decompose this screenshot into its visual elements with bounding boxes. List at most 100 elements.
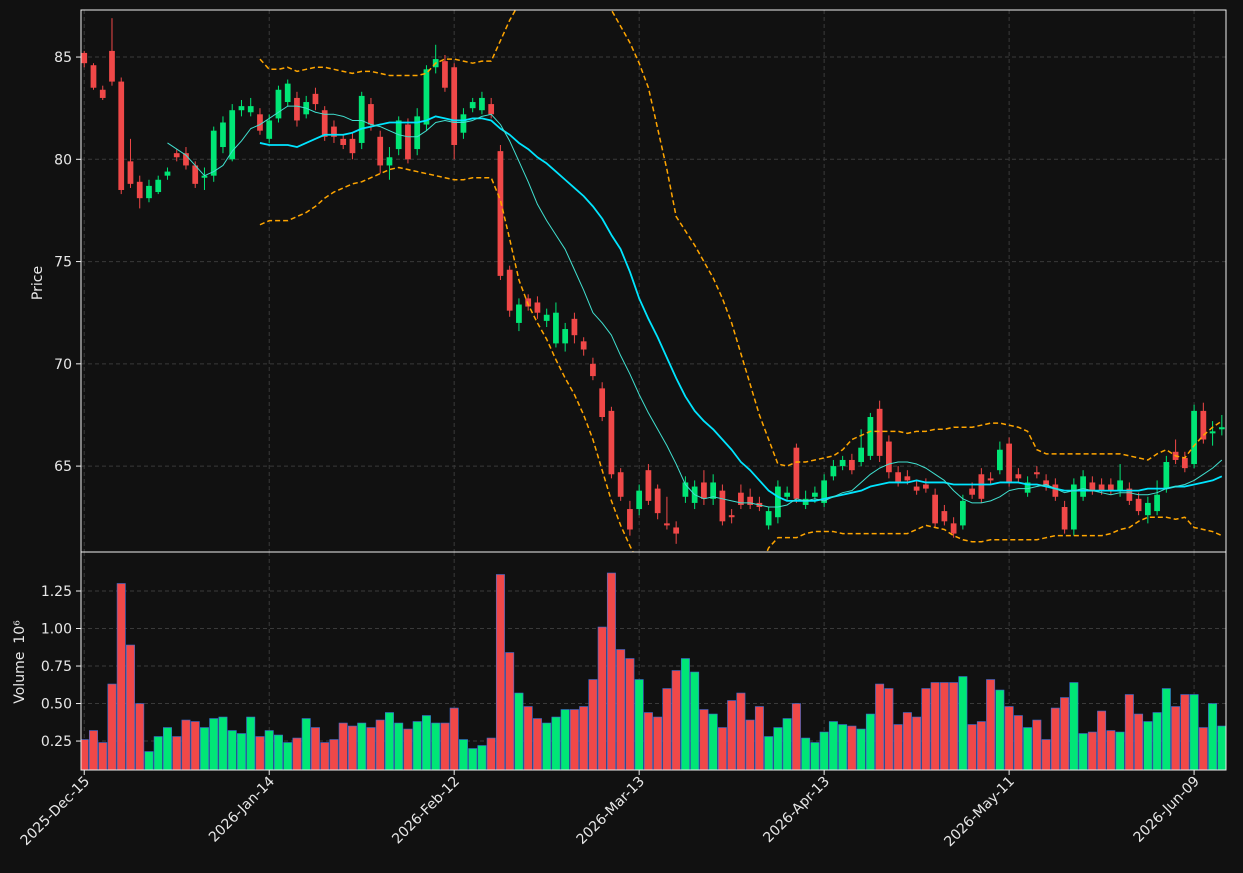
candle-body	[1015, 474, 1022, 479]
candle-body	[895, 472, 901, 483]
volume-bar	[505, 652, 515, 770]
volume-bar	[98, 742, 108, 770]
volume-frame	[80, 551, 1227, 771]
volume-bar	[690, 671, 700, 770]
volume-bar	[329, 739, 339, 770]
volume-bar	[995, 689, 1005, 770]
volume-bar	[662, 688, 672, 770]
candle-body	[257, 114, 263, 131]
candle-body	[423, 69, 430, 125]
volume-bar	[1106, 730, 1116, 770]
volume-bar	[838, 724, 848, 770]
candle-body	[599, 388, 606, 418]
candle-body	[543, 314, 550, 321]
grid	[81, 10, 1226, 770]
y-tick-label: 75	[54, 255, 72, 271]
volume-bar	[514, 692, 524, 770]
volume-bar	[412, 721, 422, 770]
volume-bar	[1134, 713, 1144, 770]
volume-bar	[754, 706, 764, 770]
candle-body	[516, 304, 522, 323]
volume-bar	[338, 722, 348, 770]
volume-panel	[81, 572, 1226, 770]
volume-bar	[736, 692, 746, 770]
candle-body	[312, 93, 319, 105]
candle-body	[904, 476, 911, 481]
candle-body	[1006, 443, 1012, 483]
candle-body	[275, 89, 282, 119]
volume-bar	[902, 712, 912, 770]
price-axis-label: Price	[30, 266, 46, 300]
volume-bar	[394, 722, 404, 770]
volume-bar	[1041, 739, 1051, 770]
candle-body	[534, 302, 541, 313]
volume-bar	[1208, 703, 1218, 770]
volume-bar	[1152, 712, 1162, 770]
volume-bar	[144, 751, 154, 770]
candle-body	[830, 466, 837, 477]
volume-bar	[1115, 731, 1125, 770]
y-tick-label: 0.25	[41, 734, 72, 750]
volume-bar	[458, 739, 468, 770]
y-tick-label: 85	[54, 50, 72, 66]
candle-body	[923, 484, 929, 489]
y-tick-label: 80	[54, 152, 72, 168]
volume-bar	[89, 730, 98, 770]
candle-body	[1117, 480, 1123, 491]
volume-bar	[264, 730, 274, 770]
candle-body	[506, 269, 513, 311]
candle-body	[701, 482, 707, 499]
volume-bar	[495, 574, 505, 770]
volume-bar	[181, 719, 191, 770]
candle-body	[664, 523, 670, 526]
volume-bar	[727, 700, 737, 770]
candle-body	[358, 95, 365, 143]
volume-bar	[782, 718, 792, 770]
candle-body	[553, 312, 559, 344]
candle-body	[136, 181, 143, 199]
candle-body	[617, 472, 624, 497]
volume-bar	[653, 716, 663, 770]
candle-body	[1200, 410, 1207, 440]
candle-body	[682, 482, 689, 497]
candle-body	[377, 136, 384, 166]
y-tick-label: 1.25	[41, 584, 72, 600]
candle-body	[969, 488, 975, 495]
candle-body	[183, 153, 189, 166]
volume-bar	[949, 682, 959, 770]
candle-body	[1024, 482, 1031, 493]
volume-bar	[745, 719, 755, 770]
y-tick-label: 70	[54, 357, 72, 373]
volume-bar	[273, 734, 283, 770]
volume-bar	[237, 733, 246, 770]
candle-body	[636, 490, 643, 510]
candle-body	[978, 474, 985, 499]
candle-body	[608, 410, 615, 475]
candle-body	[1135, 498, 1142, 512]
volume-bar	[643, 712, 653, 770]
volume-bar	[255, 736, 265, 770]
candle-body	[284, 83, 291, 103]
candle-body	[331, 126, 337, 137]
candle-body	[90, 65, 97, 88]
candle-body	[719, 490, 726, 522]
overlay-line	[259, 166, 1223, 552]
candle-body	[802, 498, 809, 505]
volume-bar	[1198, 727, 1208, 770]
volume-bar	[246, 716, 256, 770]
price-panel	[81, 10, 1225, 552]
volume-bar	[847, 725, 857, 770]
candle-body	[876, 408, 883, 456]
candle-body	[1126, 488, 1133, 501]
volume-bar	[588, 679, 598, 770]
candle-body	[839, 459, 846, 467]
volume-bar	[625, 658, 635, 770]
volume-bar	[310, 727, 320, 770]
candle-body	[571, 318, 578, 336]
volume-bar	[1189, 694, 1199, 770]
volume-bar	[107, 683, 117, 770]
candle-body	[127, 161, 134, 184]
volume-bar	[1050, 707, 1060, 770]
volume-bar	[1069, 682, 1079, 770]
